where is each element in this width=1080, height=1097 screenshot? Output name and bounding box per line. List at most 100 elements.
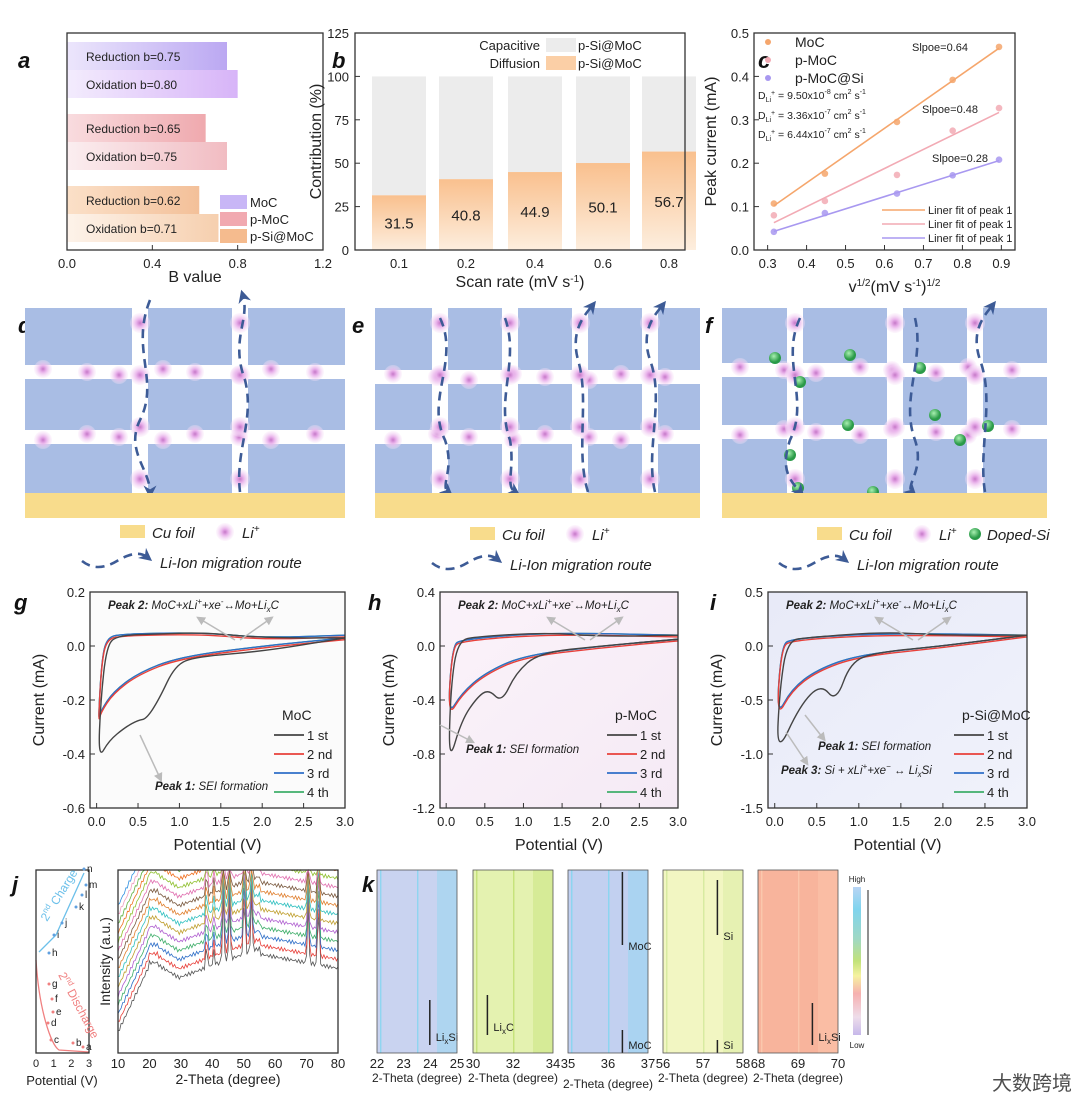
y-tick-label: -0.2 (63, 693, 85, 708)
heatmap-streak (761, 870, 763, 1053)
text-span: x (616, 605, 622, 614)
y-axis-label: Peak current (mA) (703, 77, 720, 207)
legend-fit-label: Liner fit of peak 1 (928, 219, 1012, 231)
li-ion (78, 363, 96, 381)
heatmap-streak (571, 870, 573, 1053)
legend-label: 3 rd (640, 766, 662, 781)
heatmap-streak (513, 870, 515, 1053)
li-ion (656, 368, 674, 386)
heatmap-frame (376, 869, 458, 1054)
bar-diffusion (508, 172, 562, 250)
heatmap-streak (476, 870, 478, 1053)
heatmap-streak (608, 870, 610, 1053)
text-span: 2 (848, 89, 852, 96)
heatmap-streak (476, 870, 478, 1053)
text-span: 2 (848, 109, 852, 116)
x-tick-label: 50 (236, 1056, 250, 1071)
heatmap-streak (417, 870, 419, 1053)
state-point (74, 905, 78, 909)
heatmap-streak (417, 870, 419, 1053)
heatmap-streak (476, 870, 478, 1053)
x-tick-label: 0.0 (88, 814, 106, 829)
heatmap-streak (761, 870, 763, 1053)
text-span: nd (64, 975, 76, 987)
x-tick-label: 2.5 (630, 814, 648, 829)
heatmap-streak (571, 870, 573, 1053)
route-legend-label: Li-Ion migration route (160, 555, 302, 572)
x-tick-label: 0.5 (129, 814, 147, 829)
panel-e-schematic: Cu foil Li+ Li-Ion migration route (375, 300, 700, 574)
bar-psimoc-1 (67, 214, 219, 242)
heatmap-streak (798, 870, 800, 1053)
state-point (60, 921, 64, 925)
heatmap-streak (761, 870, 763, 1053)
peak-1-arrow (139, 734, 163, 783)
li-ion-legend-label: Li+ (939, 526, 957, 544)
x-tick-label: 1.0 (170, 814, 188, 829)
legend-label: p-Si@MoC (250, 229, 314, 244)
legend-label: 4 th (987, 785, 1009, 800)
heatmap-streak (571, 870, 573, 1053)
slope-label: Slpoe=0.48 (922, 104, 978, 116)
heatmap-streak (666, 870, 668, 1053)
doped-si-particle (769, 352, 781, 364)
text-span: D (758, 110, 766, 122)
bar-capacitive (576, 76, 630, 164)
data-point (949, 127, 956, 134)
li-ion (430, 313, 450, 333)
bar-psimoc-0 (67, 186, 200, 214)
legend-label: 1 st (640, 728, 661, 743)
heatmap-streak (380, 870, 382, 1053)
text-span: -1 (860, 109, 866, 116)
text-span: C (621, 600, 630, 612)
li-ion (34, 360, 52, 378)
bar-capacitive (372, 76, 426, 196)
x-axis-label: B value (168, 269, 221, 286)
text-span: D (758, 90, 766, 102)
text-span: cm (831, 129, 848, 141)
heatmap-streak (513, 870, 515, 1053)
li-ion (640, 417, 660, 437)
x-tick-label: 0.6 (875, 256, 893, 271)
x-tick-label: 69 (791, 1056, 805, 1071)
bar-capacitive (642, 76, 696, 152)
li-ion (851, 426, 869, 444)
text-span: -1 (860, 128, 866, 135)
heatmap-streak (476, 870, 478, 1053)
bar-moc-0 (67, 42, 227, 70)
heatmap-streak (703, 870, 705, 1053)
panel-label-h: h (368, 590, 381, 615)
x-tick-label: 32 (506, 1056, 520, 1071)
peak-1-annotation: Peak 1: SEI formation (818, 741, 931, 753)
y-tick-label: -1.5 (741, 801, 763, 816)
heatmap-frame (662, 869, 744, 1054)
li-ion (500, 417, 520, 437)
text-span: MoC (628, 941, 651, 953)
panel-label-e: e (352, 313, 364, 338)
x-tick-label: 3.0 (669, 814, 687, 829)
heatmap-streak (380, 870, 382, 1053)
doped-si-particle (842, 419, 854, 431)
vertical-channel (787, 308, 803, 493)
heatmap-streak (666, 870, 668, 1053)
legend-label: 4 th (307, 785, 329, 800)
peak-1-annotation: Peak 1: SEI formation (466, 744, 579, 756)
heatmap-streak (417, 870, 419, 1053)
heatmap-streak (417, 870, 419, 1053)
x-tick-label: 0.4 (526, 256, 544, 271)
legend-swatch (220, 195, 247, 209)
li-ion (965, 365, 985, 385)
li-ion-migration-route (784, 317, 805, 497)
data-point (949, 172, 956, 179)
heatmap-band (437, 870, 457, 1053)
text-span: nd (40, 902, 52, 914)
cu-foil-legend-swatch (470, 527, 495, 540)
heatmap-streak (761, 870, 763, 1053)
heatmap-streak (703, 870, 705, 1053)
li-ion (885, 365, 905, 385)
heatmap-streak (666, 870, 668, 1053)
heatmap-streak (380, 870, 382, 1053)
heatmap-streak (666, 870, 668, 1053)
text-span: -7 (824, 109, 830, 116)
